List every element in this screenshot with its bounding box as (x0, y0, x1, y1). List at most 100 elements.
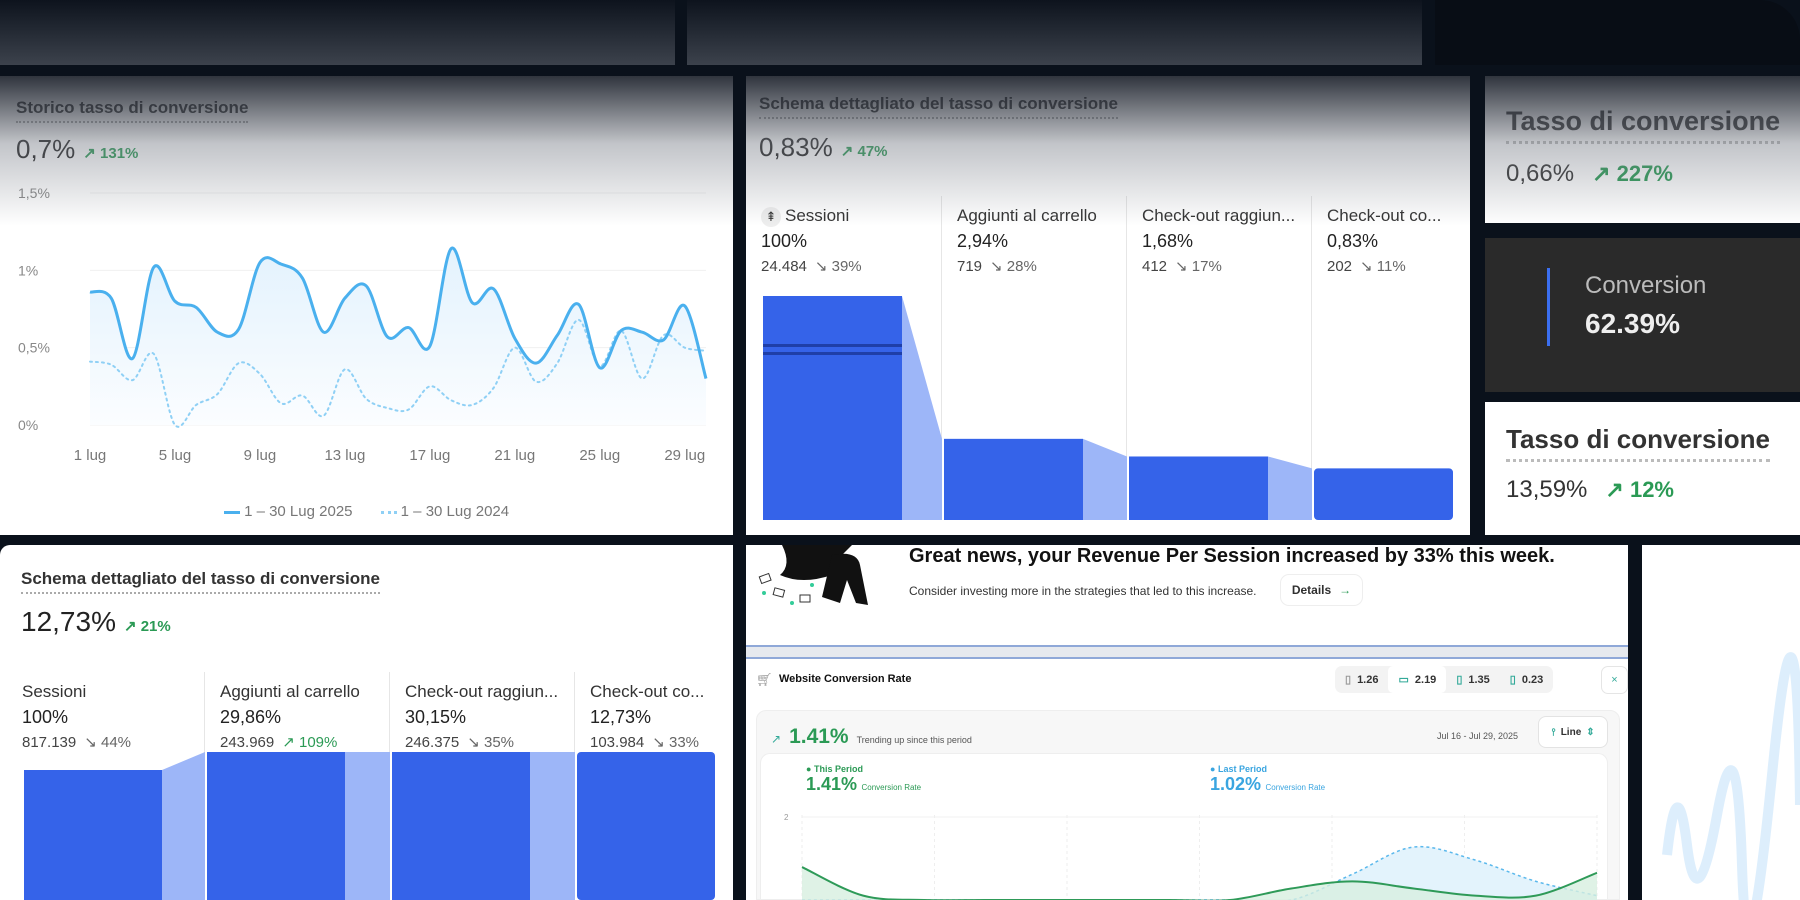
change-badge: ↘ 11% (1360, 258, 1406, 275)
metric-value: 0,7% ↗ 131% (16, 134, 138, 165)
device-selector: ▯ 1.26 ▭ 2.19 ▯ 1.35 ▯ 0.23 (1335, 666, 1554, 693)
details-button[interactable]: Details → (1280, 574, 1363, 606)
legend-item[interactable]: 1 – 30 Lug 2024 (380, 503, 510, 520)
funnel-chart (763, 296, 1453, 520)
device-value: 1.26 (1357, 673, 1379, 686)
series-line-2024 (89, 318, 707, 428)
card-value: 0,66% ↗ 227% (1506, 160, 1673, 188)
conversion-card: Tasso di conversione 13,59% ↗ 12% (1485, 402, 1800, 535)
funnel-bar (24, 770, 162, 900)
funnel-panel: Schema dettagliato del tasso di conversi… (0, 545, 733, 900)
background-panel (1642, 545, 1800, 900)
funnel-bar (577, 752, 715, 900)
step-name: Check-out co... (590, 682, 705, 701)
x-tick-label: 9 lug (244, 447, 277, 464)
funnel-panel: Schema dettagliato del tasso di conversi… (746, 76, 1470, 535)
step-name: Aggiunti al carrello (220, 682, 360, 701)
x-tick-label: 29 lug (664, 447, 705, 464)
funnel-connector (902, 296, 942, 520)
legend-sub: Conversion Rate (1265, 783, 1326, 792)
tablet-icon: ▯ (1509, 674, 1516, 686)
step-label: Check-out co... (1327, 206, 1441, 226)
count: 719 (957, 258, 983, 275)
step-name: Check-out raggiun... (405, 682, 559, 701)
close-button[interactable]: × (1601, 666, 1628, 694)
legend-item[interactable]: 1 – 30 Lug 2025 (223, 503, 353, 520)
series-line-2025 (89, 246, 708, 380)
count: 103.984 (590, 734, 645, 751)
legend-label: 1 – 30 Lug 2024 (400, 503, 510, 520)
x-tick-label: 25 lug (579, 447, 620, 464)
device-mobile[interactable]: ▯ 1.35 (1446, 666, 1499, 693)
funnel-chart (24, 752, 715, 900)
count: 817.139 (22, 734, 77, 751)
insight-headline: Great news, your Revenue Per Session inc… (909, 545, 1555, 567)
step-label: Check-out raggiun... (405, 682, 558, 702)
change-badge: ↘ 44% (84, 734, 131, 751)
trend-value: 1.41% (789, 725, 849, 748)
legend-value: 1.41% (806, 774, 858, 794)
card-title: Conversion (1585, 272, 1707, 299)
date-range: Jul 16 - Jul 29, 2025 (1437, 731, 1519, 741)
this-period-legend: ● This Period 1.41% Conversion Rate (806, 764, 921, 795)
delta: 47% (857, 143, 888, 160)
count: 412 (1142, 258, 1168, 275)
delta: 21% (140, 618, 171, 635)
count: 24.484 (761, 258, 807, 275)
value: 13,59% (1506, 476, 1588, 503)
step-percent: 30,15% (405, 707, 467, 727)
line-chart-icon: ⫯ (1551, 726, 1556, 738)
dotted-line-swatch (380, 510, 397, 514)
card-title: Tasso di conversione (1506, 424, 1770, 462)
step-name: Sessioni (22, 682, 87, 701)
delta-badge: ↗ 131% (83, 145, 138, 162)
funnel-connector (1268, 456, 1312, 520)
step-count: 24.484 ↘ 39% (761, 257, 862, 275)
funnel-connector (1083, 438, 1127, 520)
step-count: 243.969 ↗ 109% (220, 733, 337, 751)
dot-icon: ● (1210, 764, 1216, 774)
funnel-connector (162, 752, 205, 900)
background-panel (0, 0, 675, 65)
delta-badge: ↗ 47% (840, 143, 888, 160)
y-tick-label: 1% (18, 262, 38, 278)
legend-label: 1 – 30 Lug 2025 (244, 503, 353, 520)
delta-badge: ↗ 21% (123, 618, 171, 635)
axis-break (763, 344, 902, 347)
count: 243.969 (220, 734, 275, 751)
dot-icon: ● (806, 764, 812, 774)
metric-value: 12,73% ↗ 21% (21, 606, 171, 638)
funnel-bar (207, 752, 345, 900)
panel-title: Schema dettagliato del tasso di conversi… (21, 569, 380, 594)
column-divider (1311, 196, 1312, 496)
step-count: 202 ↘ 11% (1327, 257, 1406, 275)
trend-card: ↗ 1.41% Trending up since this period Ju… (756, 710, 1620, 900)
funnel-bar (1314, 468, 1453, 520)
column-divider (941, 196, 942, 496)
legend-label: Last Period (1217, 764, 1267, 774)
y-tick-label: 1,5% (18, 185, 50, 201)
funnel-connector (345, 752, 390, 900)
series-area (90, 248, 706, 425)
delta: 12% (1629, 477, 1674, 502)
change-badge: ↗ 109% (282, 734, 338, 751)
widget-title: Website Conversion Rate (779, 673, 912, 685)
delta-badge: ↗ 227% (1592, 161, 1673, 186)
chart-card: ● This Period 1.41% Conversion Rate ● La… (760, 753, 1608, 899)
step-percent: 100% (761, 231, 808, 251)
step-count: 719 ↘ 28% (957, 257, 1037, 275)
card-value: 62.39% (1585, 308, 1680, 339)
chart-type-select[interactable]: ⫯ Line ⇕ (1538, 716, 1608, 748)
step-percent: 2,94% (957, 231, 1009, 251)
device-tablet[interactable]: ▯ 0.23 (1500, 666, 1553, 693)
column-divider (1126, 196, 1127, 496)
step-label: Aggiunti al carrello (957, 206, 1097, 226)
panel-title: Storico tasso di conversione (16, 98, 249, 123)
device-all[interactable]: ▯ 1.26 (1335, 666, 1388, 693)
trend-text: Trending up since this period (856, 735, 972, 745)
conversion-dark-card: Conversion 62.39% (1485, 238, 1800, 392)
device-desktop[interactable]: ▭ 2.19 (1388, 666, 1447, 693)
step-name: Check-out raggiun... (1142, 206, 1296, 225)
step-label: ⇞ Sessioni (761, 206, 849, 227)
step-count: 103.984 ↘ 33% (590, 733, 699, 751)
